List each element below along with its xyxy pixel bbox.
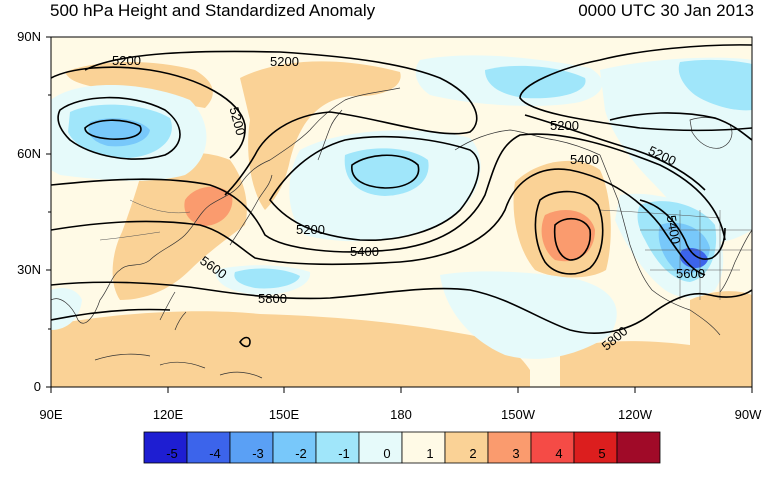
contour-5200-canada [524,114,706,191]
contour-5200-west-loop [57,96,181,160]
contour-label: 5200 [112,53,141,68]
contour-label: 5200 [270,54,299,69]
colorbar-swatch [616,431,661,464]
positive-anomaly-region [560,341,690,387]
colorbar-label: -2 [295,446,307,461]
positive-anomaly-core [541,210,595,262]
lon-label-150e: 150E [268,407,300,422]
colorbar-label: -3 [252,446,264,461]
contour-5800-small-loop [239,336,251,348]
lon-label-90e: 90E [39,407,63,422]
positive-anomaly-region [51,311,530,387]
height-contours [51,44,752,348]
colorbar-swatch [229,431,274,464]
lon-label-180: 180 [390,407,412,422]
map-title: 500 hPa Height and Standardized Anomaly [50,1,376,20]
colorbar-swatch [573,431,618,464]
contour-5200-pacific [269,135,480,242]
asia-coastline [51,87,401,324]
contour-5600-ridge [534,190,604,275]
philippines-coastline [159,291,187,331]
lat-label-0: 0 [33,379,41,394]
colorbar-label: 1 [426,446,434,461]
contour-label: 5400 [350,244,379,259]
negative-anomaly-core [234,268,300,289]
coastlines [51,87,752,379]
colorbar-label: 5 [598,446,606,461]
contour-5400-trough [639,199,726,260]
colorbar-swatch [530,431,575,464]
japan-coastline [229,174,273,246]
contour-label: 5600 [676,266,705,281]
contour-5600-ridge-inner [553,217,592,261]
colorbar-swatch [401,431,446,464]
negative-anomaly-core [678,59,752,111]
country-borders [99,199,721,241]
contour-label: 5400 [570,152,599,167]
contour-5200-east [519,44,752,132]
north-america-east-coastline [719,229,752,293]
maritime-continent-coastline [94,353,263,379]
colorbar-label: -1 [338,446,350,461]
colorbar-label: 4 [555,446,563,461]
lat-label-90n: 90N [17,29,41,44]
positive-anomaly-region [240,61,401,210]
contour-label: 5400 [664,214,684,245]
contour-5200-inner-loop [84,119,142,140]
contour-5400-asia [51,133,726,253]
kamchatka-coastline [317,109,343,161]
north-america-west-coastline [599,154,721,336]
contour-5200-polar [51,66,246,159]
colorbar-swatch [444,431,489,464]
colorbar [143,431,661,464]
colorbar-label: 2 [469,446,477,461]
contour-5200-low-center [351,154,420,189]
contour-label: 5200 [550,118,579,133]
colorbar-swatch [358,431,403,464]
lon-label-120e: 120E [152,407,184,422]
valid-time: 0000 UTC 30 Jan 2013 [578,1,754,20]
negative-anomaly-region [51,288,82,330]
contour-labels: 5200 5200 5200 5200 5200 5200 5400 5400 … [112,53,705,353]
colorbar-label: -4 [209,446,221,461]
positive-anomaly-region [690,291,752,387]
contour-5800-tropics [51,308,171,321]
colorbar-label: -5 [166,446,178,461]
contour-label: 5200 [296,222,325,237]
colorbar-label: 0 [383,446,391,461]
contour-5200-lake [609,112,752,141]
colorbar-swatch [487,431,532,464]
negative-anomaly-strong-core [88,118,150,147]
axis-ticks [46,36,753,393]
contour-5800-south [51,281,752,334]
contour-5200-west [84,50,478,196]
lat-label-60n: 60N [17,146,41,161]
contour-label: 5200 [227,105,249,137]
colorbar-swatch [143,431,188,464]
lon-label-120w: 120W [618,407,652,422]
contour-5600-asia [51,168,706,276]
lon-label-150w: 150W [501,407,535,422]
colorbar-label: 3 [512,446,520,461]
contour-label: 5800 [258,291,287,306]
lat-label-30n: 30N [17,262,41,277]
alaska-coastline [454,129,601,156]
lon-label-90w: 90W [734,407,762,422]
